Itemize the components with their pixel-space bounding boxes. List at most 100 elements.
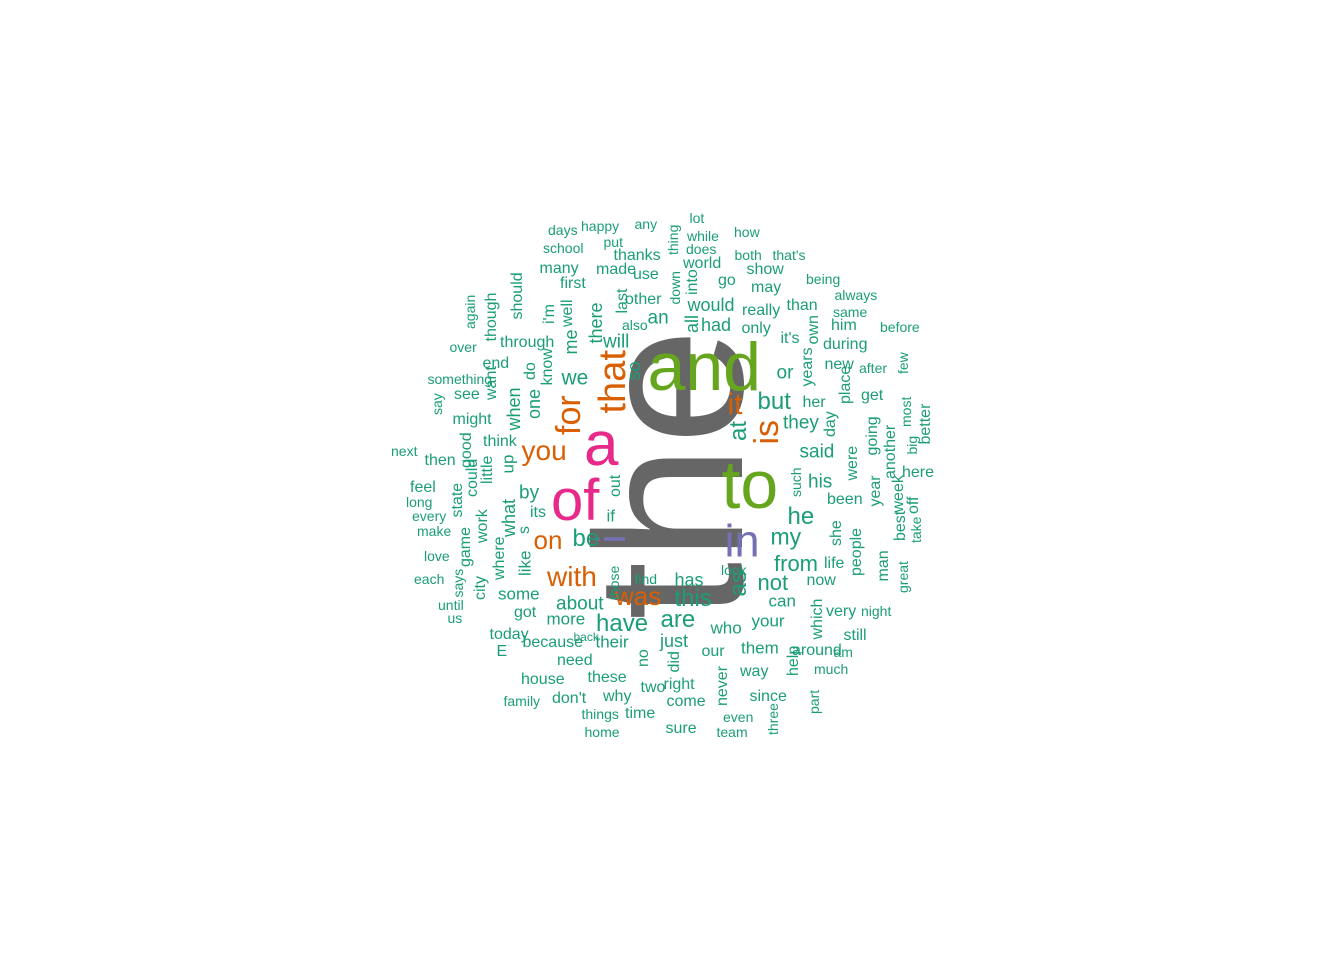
word-back: back: [573, 630, 599, 644]
word-world: world: [683, 255, 722, 272]
word-make: make: [417, 523, 452, 539]
word-just: just: [660, 631, 689, 651]
word-only: only: [741, 320, 771, 337]
word-take: take: [908, 516, 924, 543]
word-who: who: [710, 618, 742, 638]
word-say: say: [429, 393, 445, 415]
word-by: by: [519, 482, 540, 504]
word-never: never: [714, 665, 731, 706]
word-be: be: [572, 525, 600, 552]
word-every: every: [412, 508, 447, 524]
word-these: these: [587, 669, 627, 686]
word-being: being: [806, 271, 841, 287]
word-me: me: [561, 329, 581, 355]
word-no: no: [635, 649, 652, 667]
word-right: right: [663, 676, 695, 693]
word-going: going: [864, 416, 881, 456]
word-after: after: [859, 360, 888, 376]
word-in: in: [724, 515, 760, 567]
word-sure: sure: [665, 720, 697, 737]
word-your: your: [751, 611, 785, 631]
word-since: since: [749, 688, 787, 705]
word-but: but: [757, 388, 791, 415]
word-my: my: [770, 523, 802, 550]
word-is: is: [748, 419, 786, 445]
word-work: work: [474, 509, 491, 543]
word-school: school: [543, 240, 584, 256]
word-want: want: [483, 366, 500, 400]
word-though: though: [483, 292, 500, 342]
word-even: even: [723, 709, 754, 725]
word-was: was: [615, 581, 662, 611]
word-good: good: [458, 432, 475, 468]
word-are: are: [660, 606, 696, 633]
word-part: part: [806, 689, 822, 714]
word-love: love: [424, 548, 450, 564]
word-may: may: [751, 279, 782, 296]
word-first: first: [560, 275, 586, 292]
word-family: family: [503, 693, 541, 709]
word-same: same: [833, 304, 868, 320]
word-down: down: [667, 271, 683, 305]
word-does: does: [686, 241, 717, 257]
word-that-s: that's: [772, 247, 806, 263]
word-few: few: [895, 352, 911, 374]
word-put: put: [603, 234, 623, 250]
word-find: find: [634, 571, 658, 587]
word-with: with: [547, 561, 597, 592]
word-and: and: [647, 329, 761, 405]
word-place: place: [837, 365, 854, 404]
word-again: again: [462, 294, 478, 329]
word-way: way: [740, 663, 769, 680]
word-got: got: [514, 604, 537, 621]
word-end: end: [482, 355, 510, 372]
word-it: it: [727, 388, 743, 421]
word-us: us: [447, 610, 463, 626]
word-might: might: [452, 411, 492, 428]
word-can: can: [768, 591, 796, 611]
word-why: why: [603, 688, 632, 705]
word-two: two: [640, 679, 666, 696]
word-people: people: [848, 527, 865, 576]
word-if: if: [606, 506, 616, 526]
word-day: day: [822, 411, 839, 437]
word-better: better: [917, 403, 934, 445]
word-around: around: [792, 642, 842, 659]
word-home: home: [584, 724, 620, 740]
word-new: new: [824, 356, 854, 373]
word-over: over: [449, 339, 477, 355]
word-during: during: [823, 336, 868, 353]
word-we: we: [561, 366, 589, 390]
word-he: he: [787, 503, 815, 530]
word-she: she: [828, 520, 845, 546]
word-any: any: [634, 216, 658, 232]
word-need: need: [557, 652, 593, 669]
word-very: very: [826, 603, 857, 620]
word-also: also: [622, 317, 648, 333]
word-which: which: [809, 598, 826, 640]
word-it-s: it's: [780, 330, 800, 347]
word-from: from: [774, 551, 818, 576]
word-up: up: [498, 454, 518, 474]
word-should: should: [509, 272, 526, 320]
word-did: did: [666, 651, 683, 673]
word-help: help: [785, 645, 802, 676]
word-when: when: [504, 387, 524, 431]
word-things: things: [581, 706, 619, 722]
word-an: an: [647, 307, 669, 329]
word-come: come: [666, 693, 706, 710]
word-next: next: [391, 443, 418, 459]
word-to: to: [721, 447, 779, 523]
word-days: days: [548, 222, 578, 238]
word-get: get: [861, 387, 884, 404]
word-today: today: [489, 626, 529, 643]
word-its: its: [530, 504, 546, 521]
word-that: that: [592, 350, 634, 414]
word-on: on: [533, 525, 563, 555]
word-them: them: [741, 638, 779, 658]
word-her: her: [802, 394, 826, 411]
word-feel: feel: [410, 479, 436, 496]
word-know: know: [539, 348, 556, 386]
word-house: house: [521, 671, 565, 688]
